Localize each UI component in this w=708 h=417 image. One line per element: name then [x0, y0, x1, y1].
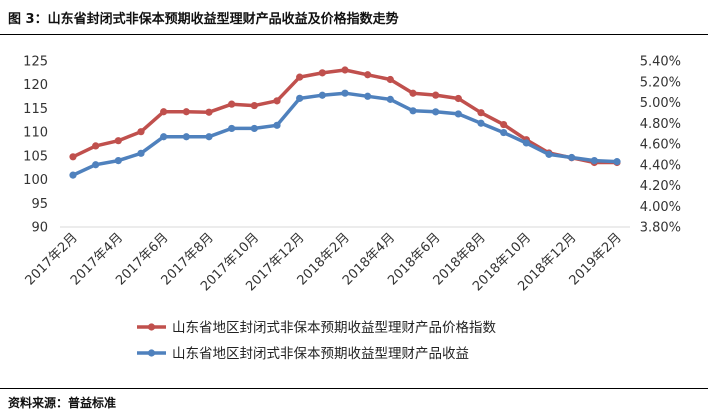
series-2-point — [69, 171, 77, 179]
series-2-point — [273, 121, 281, 129]
series-2-point — [500, 128, 508, 137]
legend-swatch-marker — [147, 349, 156, 357]
series-1-point — [114, 137, 122, 145]
right-axis-tick-label: 4.60% — [640, 138, 681, 153]
series-2-point — [228, 124, 236, 133]
series-2-point — [568, 153, 576, 162]
series-2-point — [160, 133, 168, 141]
series-2-point — [613, 158, 621, 166]
series-1-point — [296, 73, 304, 81]
legend-label: 山东省地区封闭式非保本预期收益型理财产品价格指数 — [172, 320, 496, 336]
series-1-point — [454, 94, 462, 103]
series-2-point — [182, 133, 190, 141]
series-2-point — [341, 89, 349, 97]
series-1-point — [477, 109, 485, 117]
series-1-point — [386, 75, 394, 84]
right-axis-tick-label: 4.80% — [640, 117, 681, 132]
series-2-point — [296, 94, 304, 102]
series-1-point — [364, 71, 372, 79]
series-2-point — [432, 108, 440, 116]
left-axis-tick-label: 95 — [31, 197, 48, 212]
series-2-point — [590, 157, 598, 165]
right-axis-tick-label: 3.80% — [640, 221, 681, 236]
series-1-point — [341, 66, 349, 74]
right-axis-tick-label: 5.00% — [640, 96, 681, 111]
series-1-point — [409, 89, 417, 97]
series-2-point — [318, 91, 326, 99]
series-1-point — [432, 91, 440, 99]
legend-swatch-marker — [147, 323, 156, 331]
series-2-point — [477, 119, 485, 127]
right-axis-tick-label: 5.20% — [640, 75, 681, 90]
left-axis-tick-label: 120 — [23, 78, 48, 93]
right-axis-tick-label: 4.40% — [640, 158, 681, 173]
series-2-point — [92, 161, 100, 169]
series-2-point — [454, 110, 462, 118]
series-1-point — [228, 100, 236, 108]
left-axis-tick-label: 100 — [23, 173, 48, 188]
top-rule — [0, 34, 708, 35]
series-1-point — [250, 101, 258, 110]
series-1-point — [137, 128, 145, 136]
legend-label: 山东省地区封闭式非保本预期收益型理财产品收益 — [172, 346, 469, 362]
left-axis-tick-label: 110 — [23, 126, 48, 141]
bottom-rule — [0, 388, 708, 389]
series-line-2 — [71, 91, 619, 177]
left-axis-tick-label: 115 — [23, 102, 48, 117]
left-axis-tick-label: 105 — [23, 149, 48, 164]
series-2-point — [386, 95, 394, 103]
right-axis-tick-label: 4.20% — [640, 179, 681, 194]
series-1-point — [92, 142, 100, 150]
series-1-point — [160, 108, 168, 116]
series-2-point — [250, 124, 258, 133]
series-2-point — [545, 150, 553, 158]
figure-caption: 图 3：山东省封闭式非保本预期收益型理财产品收益及价格指数走势 — [8, 12, 399, 27]
source-note: 资料来源：普益标准 — [8, 396, 117, 410]
right-axis-tick-label: 5.40% — [640, 55, 681, 70]
right-axis-tick-label: 4.00% — [640, 200, 681, 215]
series-1-point — [205, 108, 213, 116]
series-1-point — [500, 120, 508, 129]
series-2-point — [114, 157, 122, 165]
series-1-point — [318, 69, 326, 77]
left-axis-tick-label: 90 — [31, 221, 48, 236]
series-1-point — [182, 108, 190, 116]
series-1-point — [273, 97, 281, 105]
series-2-point — [409, 107, 417, 115]
series-1-point — [69, 153, 77, 161]
series-2-point — [364, 92, 372, 100]
series-2-point — [137, 149, 145, 157]
left-axis-tick-label: 125 — [23, 55, 48, 70]
series-2-point — [205, 133, 213, 141]
series-2-point — [522, 139, 530, 147]
